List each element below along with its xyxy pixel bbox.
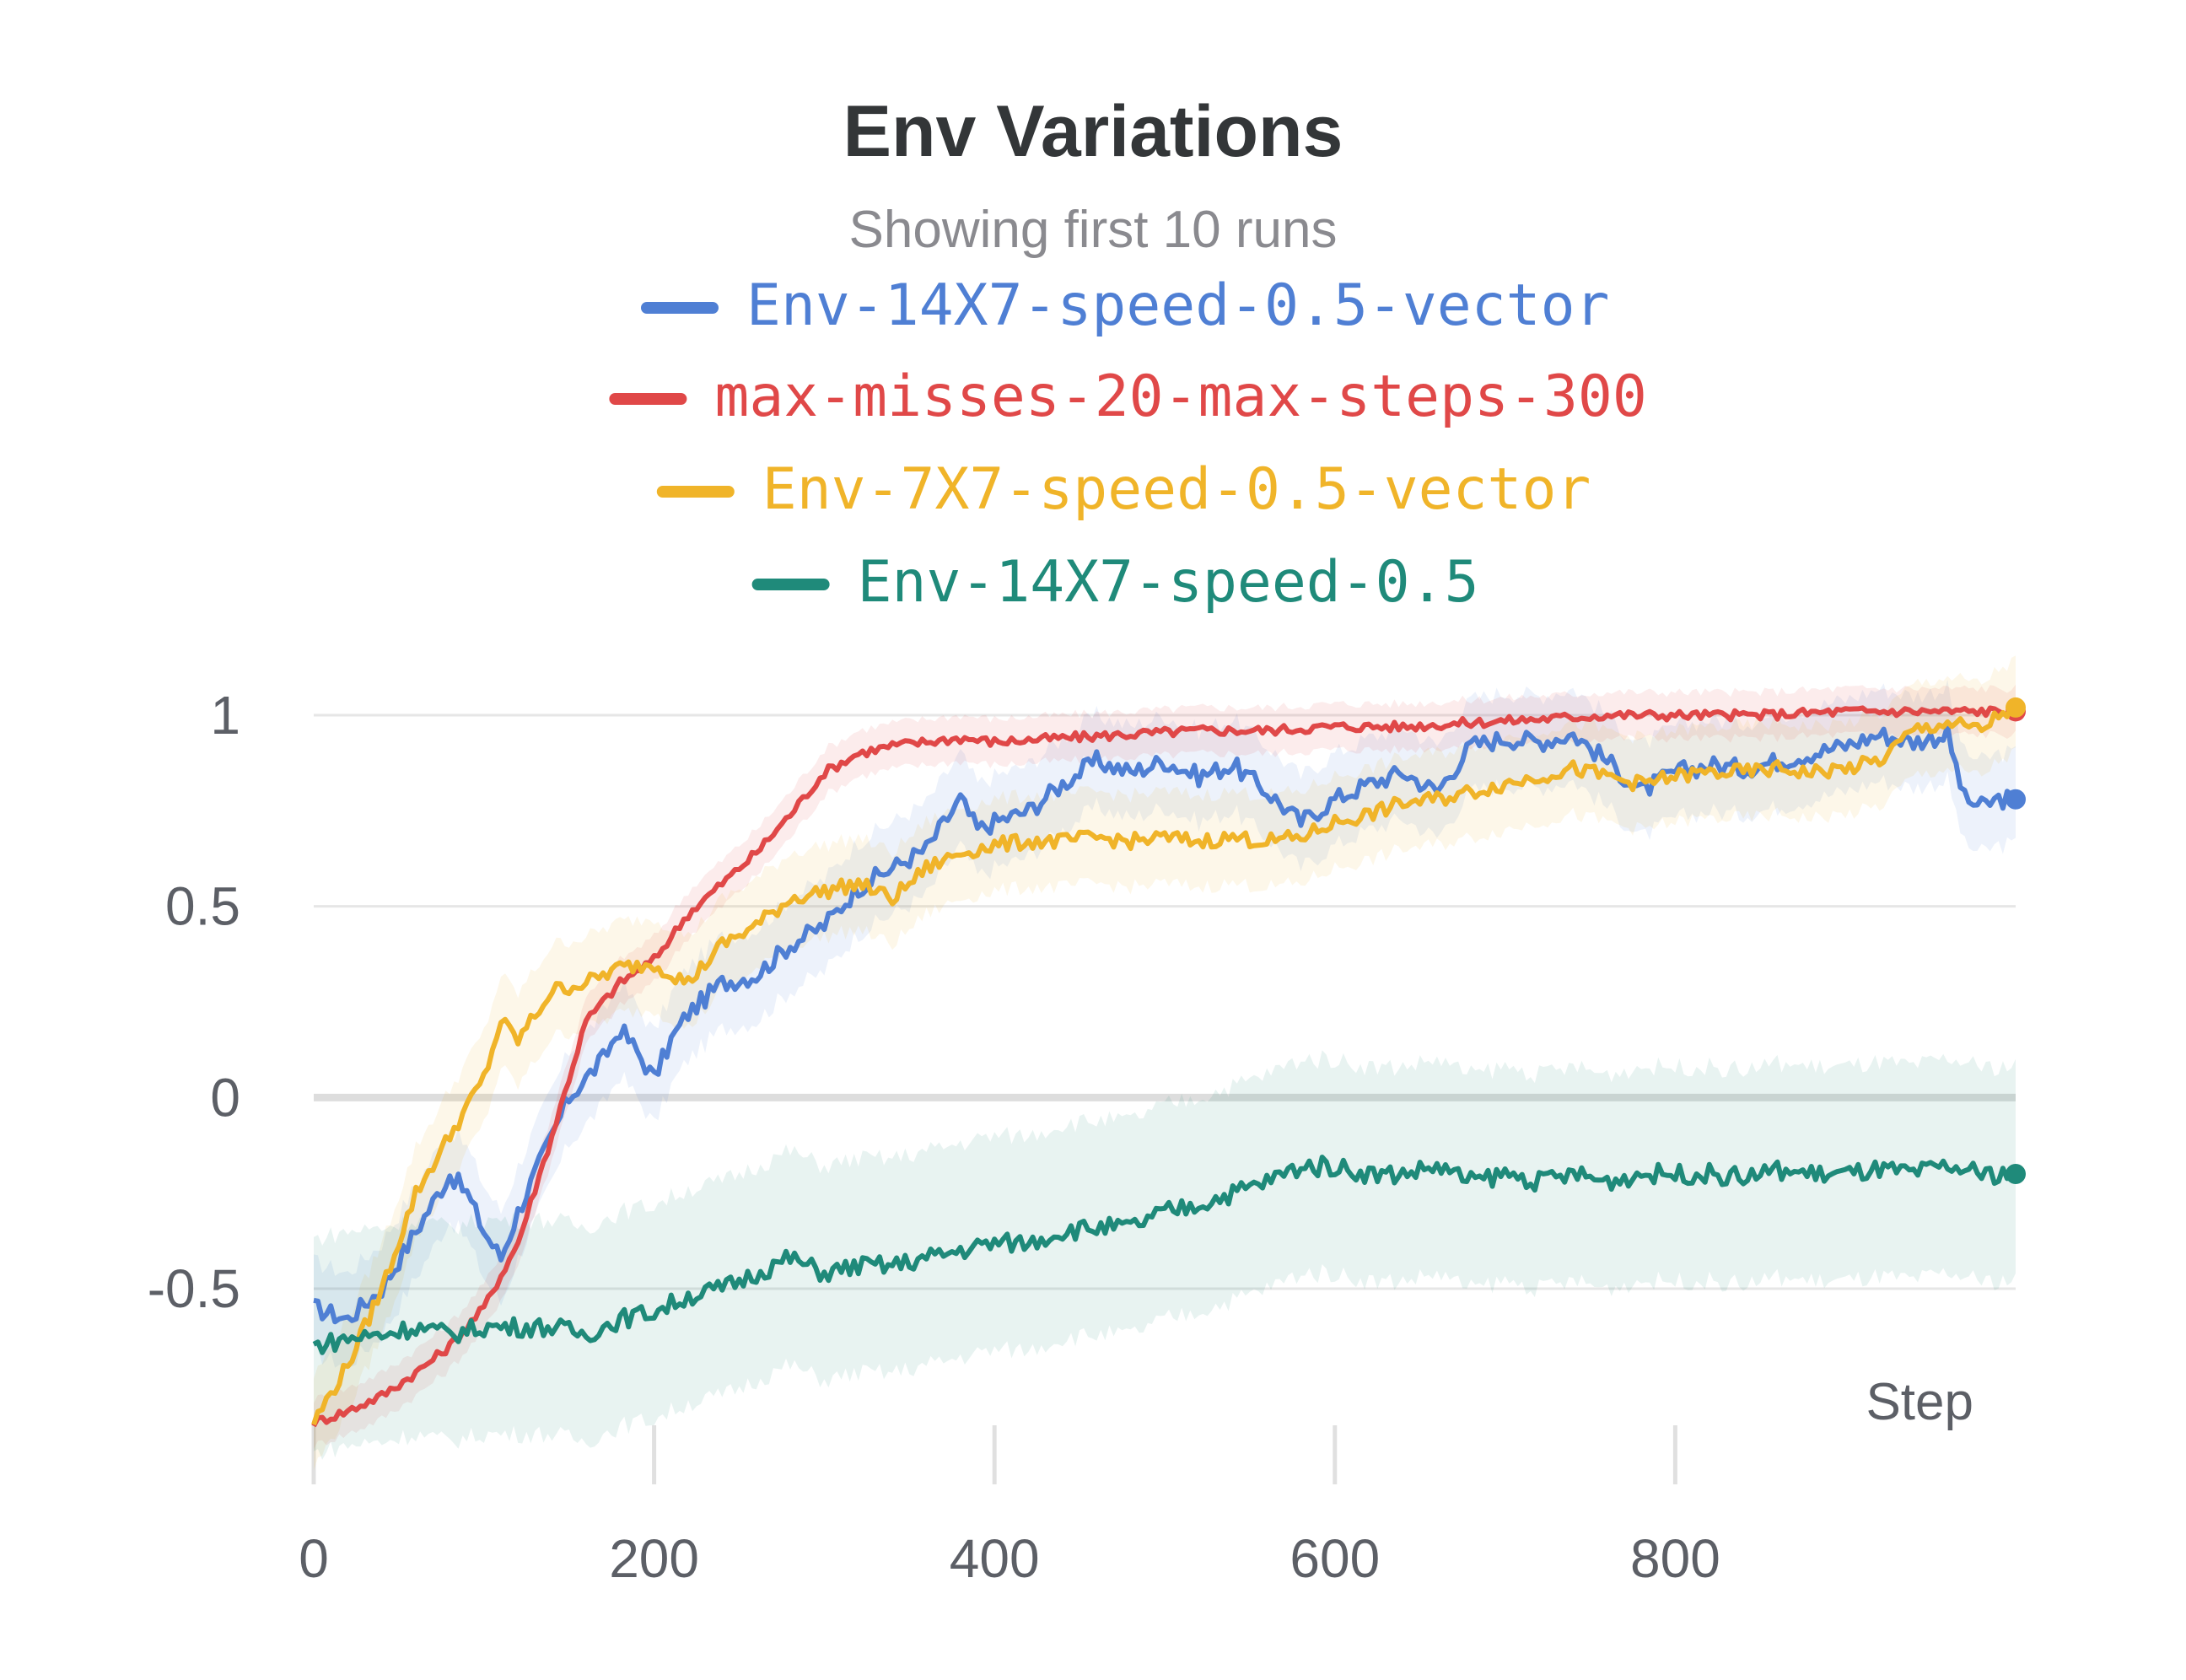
confidence-bands (314, 655, 2016, 1471)
x-tick-label: 200 (609, 1528, 699, 1589)
series-lines (311, 697, 2026, 1428)
legend: Env-14X7-speed-0.5-vector max-misses-20-m… (609, 272, 1647, 616)
y-tick-label: -0.5 (148, 1258, 240, 1319)
legend-label: max-misses-20-max-steps-300 (714, 363, 1646, 430)
legend-label: Env-7X7-speed-0.5-vector (762, 456, 1591, 523)
legend-label: Env-14X7-speed-0.5 (858, 549, 1479, 616)
chart-subtitle: Showing first 10 runs (849, 201, 1338, 259)
grid (311, 713, 2016, 1484)
x-tick-label: 400 (950, 1528, 1040, 1589)
y-tick-label: 0 (210, 1067, 240, 1128)
x-tick-label: 800 (1630, 1528, 1720, 1589)
series-endpoint (2006, 789, 2026, 810)
series-endpoint (2006, 697, 2026, 718)
axis-ticks: 1 0.5 0 -0.5 0 200 400 600 800 (148, 685, 1720, 1589)
y-tick-label: 0.5 (165, 876, 240, 937)
confidence-band (314, 1050, 2016, 1460)
legend-label: Env-14X7-speed-0.5-vector (746, 272, 1610, 339)
series-line (311, 705, 2018, 1428)
series-endpoint (2006, 1164, 2026, 1184)
x-tick-label: 600 (1290, 1528, 1380, 1589)
series-line (312, 1155, 2018, 1355)
confidence-band (314, 684, 2016, 1450)
confidence-band (314, 655, 2016, 1471)
x-axis-label: Step (1866, 1373, 1973, 1431)
y-tick-label: 1 (210, 685, 240, 746)
x-tick-label: 0 (299, 1528, 329, 1589)
series-line (313, 723, 2017, 1325)
chart-title: Env Variations (843, 91, 1343, 172)
series-line (311, 699, 2017, 1426)
